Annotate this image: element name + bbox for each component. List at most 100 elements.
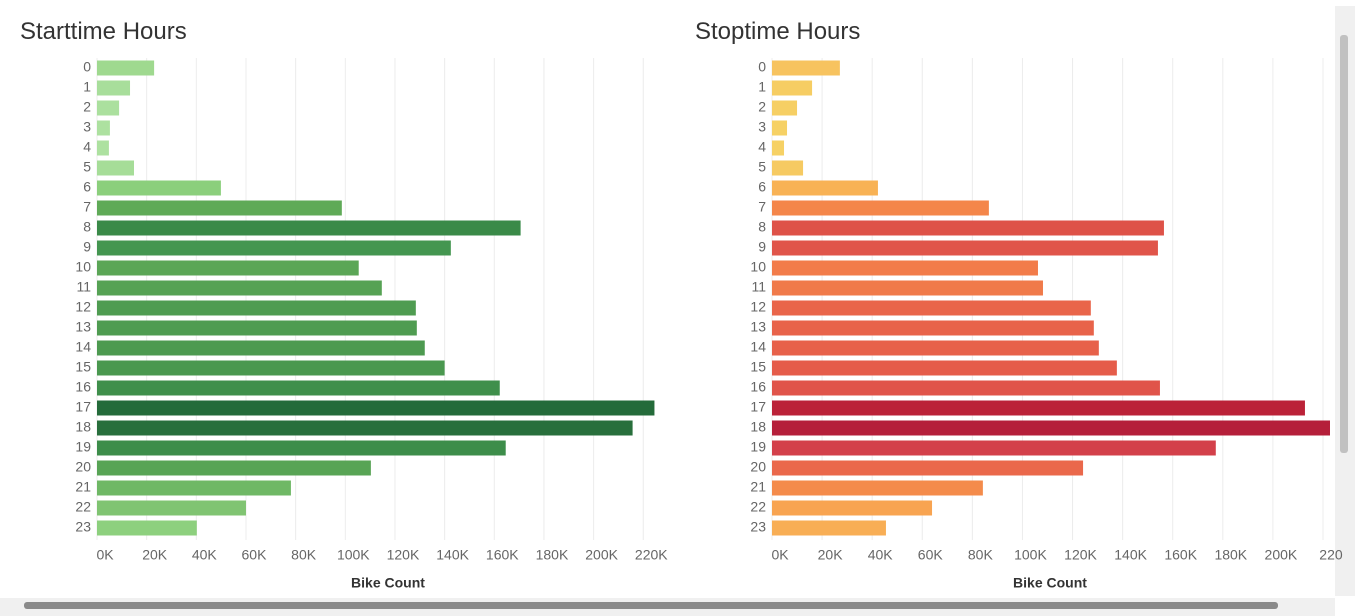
bar xyxy=(772,500,933,516)
bar xyxy=(772,380,1160,396)
bar xyxy=(772,340,1099,356)
y-tick-label: 23 xyxy=(75,519,91,535)
y-tick-label: 4 xyxy=(758,139,766,155)
y-tick-label: 17 xyxy=(75,399,91,415)
x-tick-label: 20K xyxy=(818,547,844,563)
bar xyxy=(97,420,633,436)
x-tick-label: 180K xyxy=(1214,547,1247,563)
chart-title: Starttime Hours xyxy=(20,18,187,45)
x-tick-label: 80K xyxy=(291,547,317,563)
y-tick-label: 9 xyxy=(758,239,766,255)
bar xyxy=(97,380,500,396)
bar xyxy=(97,200,342,216)
bar xyxy=(772,360,1117,376)
bar xyxy=(97,280,382,296)
bar xyxy=(772,240,1158,256)
bar xyxy=(97,460,371,476)
bar xyxy=(772,520,886,536)
x-tick-label: 0K xyxy=(96,547,114,563)
bar xyxy=(772,180,878,196)
x-tick-label: 180K xyxy=(536,547,569,563)
y-tick-label: 15 xyxy=(750,359,766,375)
y-tick-label: 20 xyxy=(75,459,91,475)
y-tick-label: 12 xyxy=(750,299,766,315)
y-tick-label: 13 xyxy=(750,319,766,335)
y-tick-label: 16 xyxy=(750,379,766,395)
x-tick-label: 120K xyxy=(387,547,420,563)
x-tick-label: 100K xyxy=(1014,547,1047,563)
bar xyxy=(772,280,1043,296)
y-tick-label: 21 xyxy=(750,479,766,495)
bar xyxy=(97,520,197,536)
bar xyxy=(772,100,798,116)
bar xyxy=(97,340,425,356)
y-tick-label: 14 xyxy=(750,339,766,355)
y-tick-label: 14 xyxy=(75,339,91,355)
x-tick-label: 140K xyxy=(1114,547,1147,563)
bar xyxy=(772,120,788,136)
y-tick-label: 4 xyxy=(83,139,91,155)
bar xyxy=(772,160,804,176)
scrollbar-thumb[interactable] xyxy=(1340,35,1348,453)
bar xyxy=(97,220,521,236)
bar xyxy=(97,100,120,116)
y-tick-label: 5 xyxy=(83,159,91,175)
y-tick-label: 2 xyxy=(758,99,766,115)
y-tick-label: 8 xyxy=(758,219,766,235)
y-tick-label: 1 xyxy=(758,79,766,95)
bar xyxy=(97,440,506,456)
bar xyxy=(772,260,1038,276)
y-tick-label: 16 xyxy=(75,379,91,395)
y-tick-label: 23 xyxy=(750,519,766,535)
scrollbar-thumb[interactable] xyxy=(24,602,1278,609)
y-tick-label: 20 xyxy=(750,459,766,475)
bar xyxy=(97,320,417,336)
bar xyxy=(97,260,359,276)
bar xyxy=(772,480,983,496)
bar xyxy=(97,400,655,416)
bar xyxy=(772,300,1091,316)
y-tick-label: 6 xyxy=(758,179,766,195)
bar xyxy=(97,240,451,256)
y-tick-label: 7 xyxy=(758,199,766,215)
y-tick-label: 5 xyxy=(758,159,766,175)
y-tick-label: 9 xyxy=(83,239,91,255)
x-axis-label: Bike Count xyxy=(351,575,425,591)
x-tick-label: 80K xyxy=(968,547,994,563)
bar xyxy=(97,480,291,496)
y-tick-label: 0 xyxy=(758,59,766,75)
bar xyxy=(97,360,445,376)
x-tick-label: 160K xyxy=(1164,547,1197,563)
bar xyxy=(97,180,221,196)
bar xyxy=(772,60,840,76)
x-tick-label: 40K xyxy=(192,547,218,563)
x-tick-label: 200K xyxy=(585,547,618,563)
y-tick-label: 19 xyxy=(750,439,766,455)
bar xyxy=(772,400,1305,416)
y-tick-label: 7 xyxy=(83,199,91,215)
x-tick-label: 0K xyxy=(771,547,789,563)
bar xyxy=(97,140,109,156)
x-tick-label: 40K xyxy=(868,547,894,563)
bar xyxy=(97,300,416,316)
bar xyxy=(772,440,1216,456)
y-tick-label: 11 xyxy=(76,279,91,295)
bar xyxy=(97,80,131,96)
bar xyxy=(772,220,1164,236)
y-tick-label: 0 xyxy=(83,59,91,75)
y-tick-label: 19 xyxy=(75,439,91,455)
x-tick-label: 60K xyxy=(242,547,268,563)
x-axis-label: Bike Count xyxy=(1013,575,1087,591)
bar xyxy=(97,60,155,76)
bar xyxy=(772,320,1094,336)
y-tick-label: 18 xyxy=(75,419,91,435)
bar xyxy=(97,120,110,136)
bar xyxy=(772,200,989,216)
y-tick-label: 3 xyxy=(758,119,766,135)
bar xyxy=(97,160,134,176)
x-tick-label: 100K xyxy=(337,547,370,563)
y-tick-label: 1 xyxy=(83,79,91,95)
chart-title: Stoptime Hours xyxy=(695,18,860,45)
x-tick-label: 220K xyxy=(635,547,668,563)
